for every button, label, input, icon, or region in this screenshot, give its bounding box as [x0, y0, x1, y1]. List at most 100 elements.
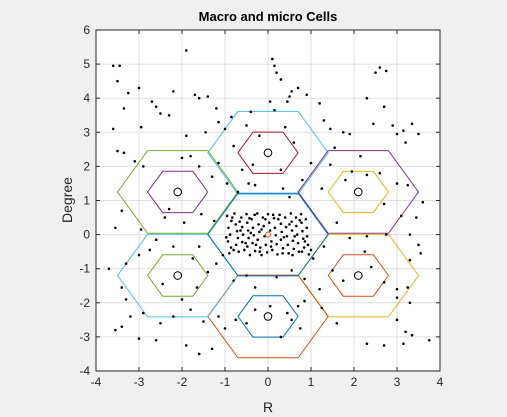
user-point: [168, 208, 171, 211]
user-point: [348, 133, 351, 136]
user-point: [409, 302, 412, 305]
user-point: [288, 196, 291, 199]
user-point: [215, 107, 218, 110]
user-point: [300, 213, 303, 216]
user-point: [253, 234, 256, 237]
user-point: [303, 300, 306, 303]
x-tick-label: -4: [91, 375, 102, 389]
user-point: [237, 237, 240, 240]
user-point: [329, 163, 332, 166]
user-point: [229, 233, 232, 236]
user-point: [251, 242, 254, 245]
user-point: [305, 93, 308, 96]
user-point: [411, 334, 414, 337]
user-point: [269, 229, 272, 232]
user-point: [323, 119, 326, 122]
user-point: [230, 116, 233, 119]
user-point: [280, 238, 283, 241]
x-tick-label: 1: [308, 375, 315, 389]
user-point: [297, 87, 300, 90]
user-point: [268, 221, 271, 224]
user-point: [234, 223, 237, 226]
user-point: [275, 71, 278, 74]
user-point: [198, 353, 201, 356]
user-point: [396, 133, 399, 136]
user-point: [336, 221, 339, 224]
user-point: [402, 129, 405, 132]
user-point: [258, 231, 261, 234]
user-point: [258, 134, 261, 137]
user-point: [342, 131, 345, 134]
user-point: [114, 226, 117, 229]
user-point: [172, 90, 175, 93]
user-point: [404, 330, 407, 333]
user-point: [379, 66, 382, 69]
user-point: [155, 238, 158, 241]
user-point: [241, 169, 244, 172]
user-point: [256, 238, 259, 241]
x-tick-label: -2: [177, 375, 188, 389]
user-point: [155, 339, 158, 342]
user-point: [256, 212, 259, 215]
user-point: [267, 213, 270, 216]
user-point: [140, 228, 143, 231]
user-point: [320, 187, 323, 190]
user-point: [155, 105, 158, 108]
user-point: [406, 184, 409, 187]
user-point: [297, 305, 300, 308]
user-point: [245, 322, 248, 325]
user-point: [273, 65, 276, 68]
user-point: [301, 179, 304, 182]
user-point: [249, 254, 252, 257]
user-point: [222, 254, 225, 257]
chart-title: Macro and micro Cells: [199, 9, 338, 24]
user-point: [138, 337, 141, 340]
user-point: [274, 234, 277, 237]
user-point: [198, 245, 201, 248]
user-point: [164, 216, 167, 219]
user-point: [302, 237, 305, 240]
user-point: [161, 283, 164, 286]
user-point: [233, 212, 236, 215]
user-point: [285, 226, 288, 229]
user-point: [318, 102, 321, 105]
user-point: [396, 319, 399, 322]
user-point: [225, 236, 228, 239]
user-point: [189, 155, 192, 158]
user-point: [396, 296, 399, 299]
user-point: [264, 218, 267, 221]
user-point: [247, 229, 250, 232]
user-point: [121, 286, 124, 289]
user-point: [255, 244, 258, 247]
user-point: [123, 151, 126, 154]
user-point: [333, 146, 336, 149]
user-point: [383, 203, 386, 206]
user-point: [270, 245, 273, 248]
user-point: [254, 308, 257, 311]
user-point: [275, 243, 278, 246]
user-point: [273, 109, 276, 112]
user-point: [138, 254, 141, 257]
user-point: [318, 288, 321, 291]
user-point: [282, 247, 285, 250]
user-point: [133, 160, 136, 163]
user-point: [232, 279, 235, 282]
user-point: [232, 145, 235, 148]
user-point: [202, 320, 205, 323]
user-point: [282, 187, 285, 190]
y-axis-label: Degree: [59, 177, 75, 223]
user-point: [217, 315, 220, 318]
user-point: [288, 223, 291, 226]
user-point: [284, 126, 287, 129]
user-point: [242, 233, 245, 236]
user-point: [116, 150, 119, 153]
user-point: [123, 107, 126, 110]
user-point: [116, 80, 119, 83]
user-point: [290, 90, 293, 93]
user-point: [305, 218, 308, 221]
x-tick-label: 2: [351, 375, 358, 389]
user-point: [125, 298, 128, 301]
user-point: [247, 182, 250, 185]
user-point: [301, 230, 304, 233]
user-point: [241, 241, 244, 244]
